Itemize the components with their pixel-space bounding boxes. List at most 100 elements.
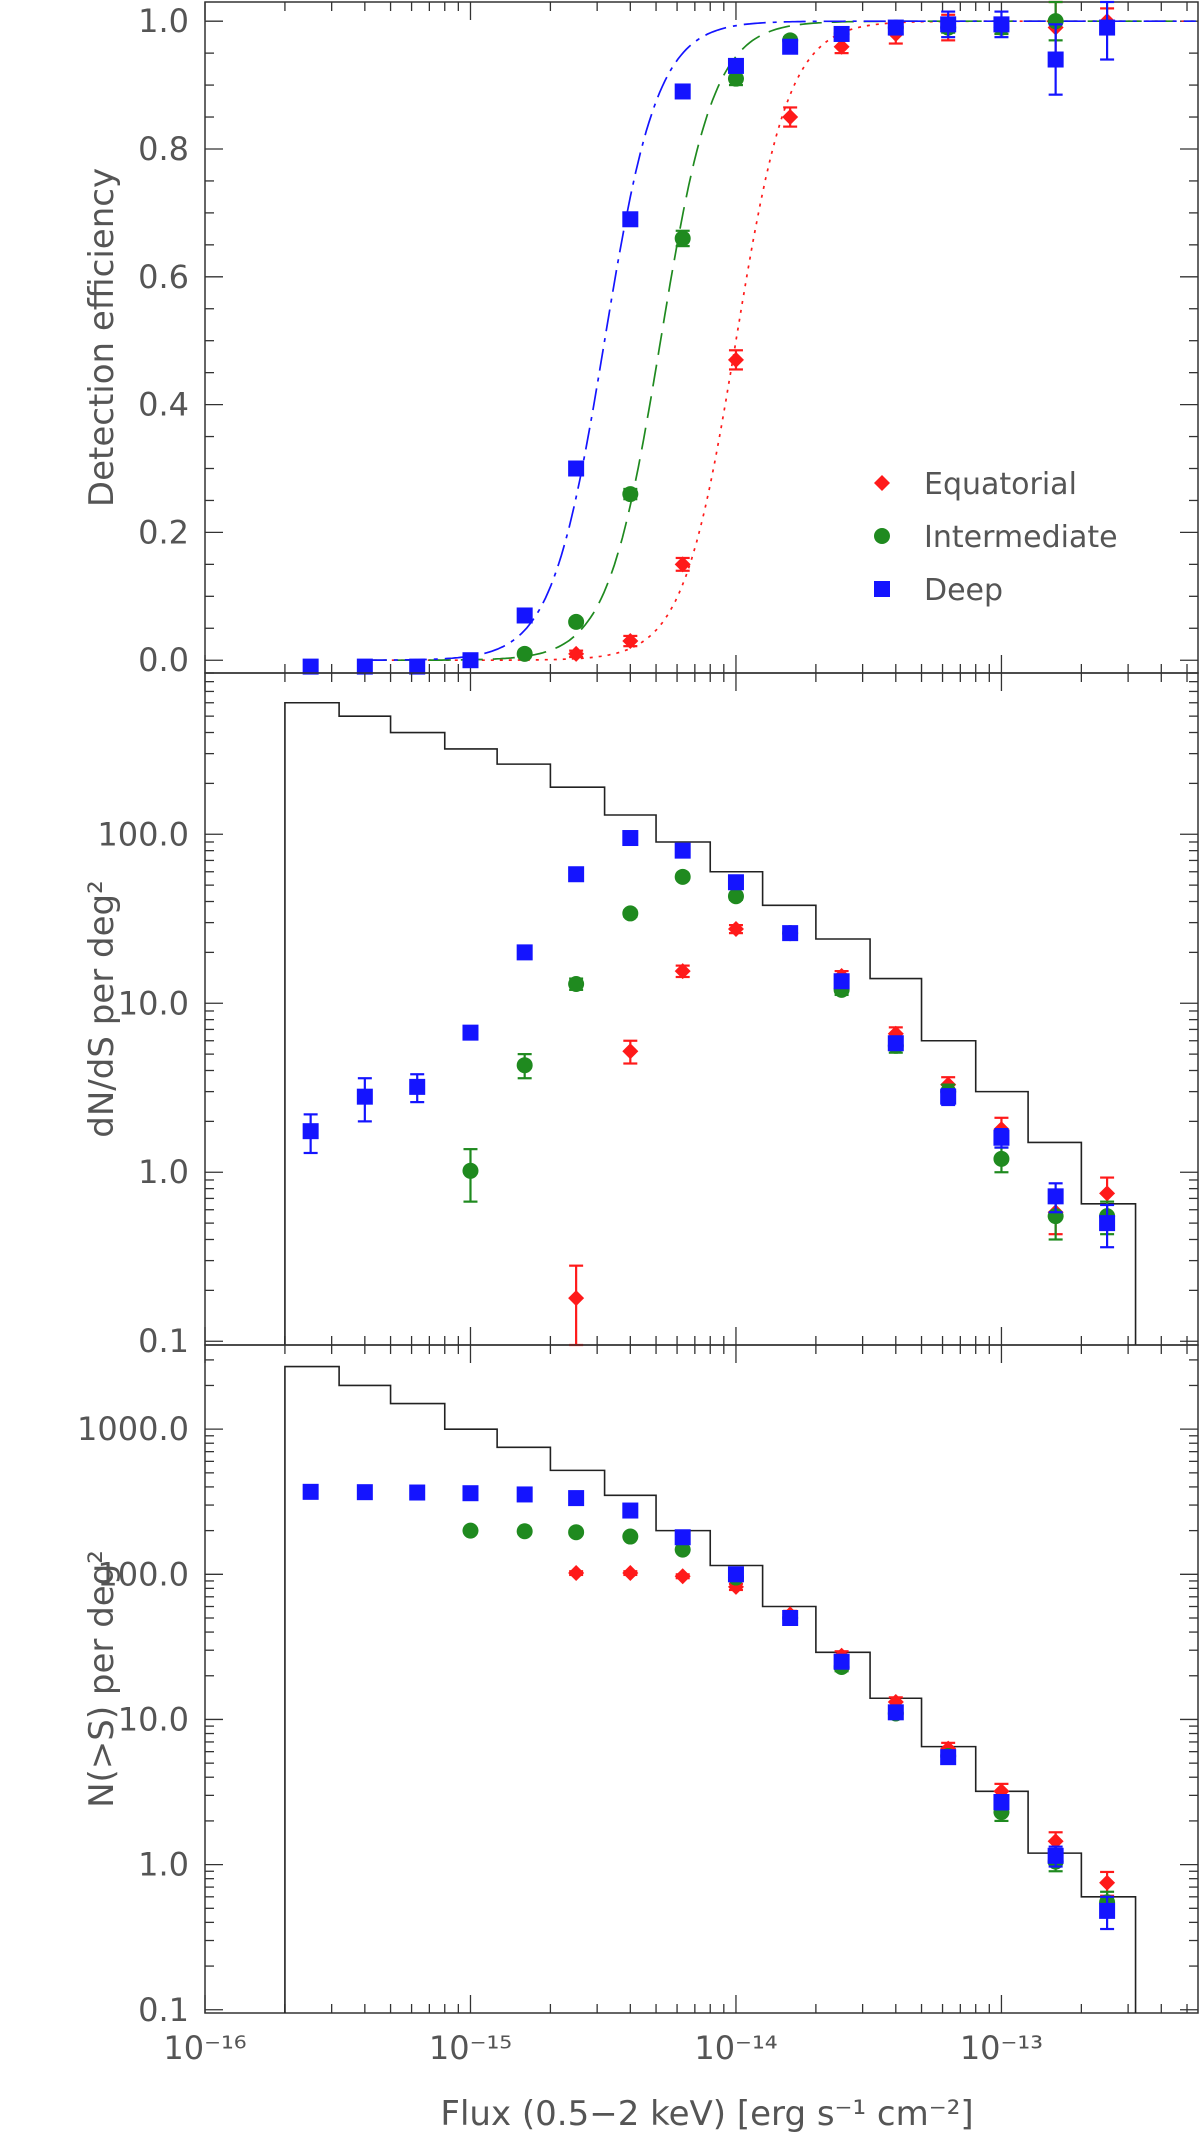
data-point bbox=[516, 645, 533, 662]
legend-marker-intermediate bbox=[874, 528, 890, 544]
data-point bbox=[674, 1529, 691, 1546]
data-point bbox=[887, 1035, 904, 1052]
plot-frame bbox=[204, 1, 1199, 674]
data-point bbox=[302, 1483, 319, 1500]
x-tick-label: 10⁻¹⁴ bbox=[694, 2029, 777, 2067]
data-point bbox=[1047, 1847, 1064, 1864]
data-point bbox=[356, 1484, 373, 1501]
data-point bbox=[674, 963, 691, 980]
data-point bbox=[674, 1568, 691, 1585]
curve-deep bbox=[364, 20, 1196, 661]
data-point bbox=[833, 38, 850, 55]
series-intermediate bbox=[462, 1522, 1116, 1917]
y-axis-title: dN/dS per deg² bbox=[82, 880, 122, 1137]
y-tick-label: 1000.0 bbox=[77, 1410, 189, 1448]
y-tick-label: 0.4 bbox=[138, 386, 189, 424]
legend-marker-equatorial bbox=[874, 475, 890, 491]
y-tick-label: 0.0 bbox=[138, 641, 189, 679]
plot-frame bbox=[204, 1344, 1199, 2014]
series-deep bbox=[302, 830, 1116, 1249]
data-point bbox=[622, 830, 639, 847]
y-tick-label: 100.0 bbox=[97, 815, 189, 853]
data-point bbox=[993, 16, 1010, 33]
y-tick-label: 10.0 bbox=[118, 1700, 189, 1738]
data-point bbox=[727, 1566, 744, 1583]
data-point bbox=[833, 973, 850, 990]
y-tick-label: 0.1 bbox=[138, 1322, 189, 1360]
data-point bbox=[782, 109, 799, 126]
data-point bbox=[887, 19, 904, 36]
series-equatorial bbox=[568, 0, 1116, 662]
y-tick-label: 10.0 bbox=[118, 984, 189, 1022]
data-point bbox=[462, 652, 479, 669]
curve-equatorial bbox=[364, 20, 1196, 662]
data-point bbox=[727, 57, 744, 74]
data-point bbox=[462, 1485, 479, 1502]
data-point bbox=[674, 83, 691, 100]
data-point bbox=[568, 1524, 585, 1541]
data-point bbox=[462, 1162, 479, 1179]
legend-label-intermediate: Intermediate bbox=[924, 520, 1118, 555]
y-tick-label: 0.8 bbox=[138, 130, 189, 168]
data-point bbox=[516, 944, 533, 961]
series-intermediate bbox=[462, 868, 1116, 1241]
x-axis-title: Flux (0.5−2 keV) [erg s⁻¹ cm⁻²] bbox=[440, 2094, 973, 2134]
data-point bbox=[674, 230, 691, 247]
data-point bbox=[993, 1150, 1010, 1167]
y-tick-label: 0.2 bbox=[138, 513, 189, 551]
panel-differential: 0.1 1.0 10.0 100.0 dN/dS per deg² bbox=[82, 672, 1199, 1360]
data-point bbox=[833, 25, 850, 42]
data-point bbox=[887, 1704, 904, 1721]
data-point bbox=[727, 888, 744, 905]
data-point bbox=[782, 38, 799, 55]
data-point bbox=[462, 1522, 479, 1539]
data-point bbox=[356, 1088, 373, 1105]
y-tick-label: 1.0 bbox=[138, 2, 189, 40]
data-point bbox=[1099, 19, 1116, 36]
legend-marker-deep bbox=[874, 581, 890, 597]
data-point bbox=[993, 1129, 1010, 1146]
data-point bbox=[568, 613, 585, 630]
data-point bbox=[568, 460, 585, 477]
data-point bbox=[568, 1290, 585, 1307]
panel-cumulative: 10⁻¹⁶ 10⁻¹⁵ 10⁻¹⁴ 10⁻¹³ 0.1 1.0 10.0 100.0 1000.… bbox=[77, 1344, 1199, 2067]
data-point bbox=[302, 658, 319, 675]
x-tick-label: 10⁻¹⁶ bbox=[163, 2029, 246, 2067]
data-point bbox=[622, 1565, 639, 1582]
data-point bbox=[568, 1490, 585, 1507]
series-deep bbox=[302, 1483, 1116, 1931]
data-point bbox=[516, 1486, 533, 1503]
curve-intermediate bbox=[364, 20, 1196, 662]
panel-efficiency: 0.0 0.2 0.4 0.6 0.8 1.0 Detection efficiency Eq… bbox=[82, 0, 1199, 679]
data-point bbox=[727, 921, 744, 938]
data-point bbox=[674, 1541, 691, 1558]
data-point bbox=[940, 1749, 957, 1766]
data-point bbox=[782, 925, 799, 942]
data-point bbox=[1047, 51, 1064, 68]
data-point bbox=[568, 1565, 585, 1582]
y-axis-title: Detection efficiency bbox=[82, 168, 122, 507]
data-point bbox=[568, 866, 585, 883]
series-deep bbox=[302, 0, 1116, 675]
legend-label-equatorial: Equatorial bbox=[924, 467, 1077, 502]
data-point bbox=[409, 658, 426, 675]
data-point bbox=[833, 1653, 850, 1670]
data-point bbox=[1047, 1188, 1064, 1205]
data-point bbox=[568, 645, 585, 662]
data-point bbox=[462, 1024, 479, 1041]
data-point bbox=[993, 1794, 1010, 1811]
data-point bbox=[622, 1528, 639, 1545]
data-point bbox=[1099, 1215, 1116, 1232]
data-point bbox=[674, 868, 691, 885]
x-tick-label: 10⁻¹³ bbox=[960, 2029, 1043, 2067]
data-point bbox=[622, 211, 639, 228]
data-point bbox=[727, 351, 744, 368]
data-point bbox=[622, 633, 639, 650]
series-equatorial bbox=[568, 1565, 1116, 1897]
data-point bbox=[516, 1057, 533, 1074]
model-histogram bbox=[284, 701, 1137, 1345]
y-axis-title: N(>S) per deg² bbox=[82, 1550, 122, 1808]
y-tick-label: 1.0 bbox=[138, 1846, 189, 1884]
data-point bbox=[409, 1078, 426, 1095]
